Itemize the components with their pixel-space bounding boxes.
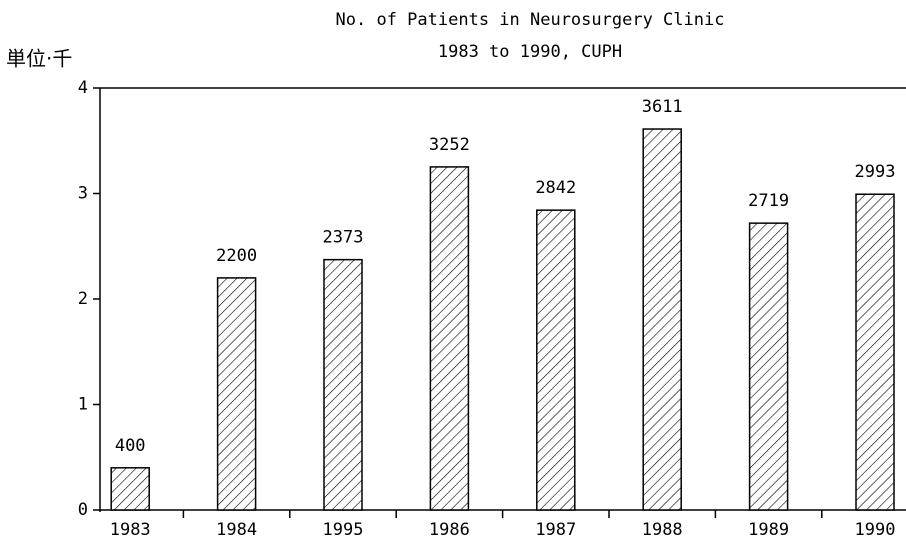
y-tick-label: 3 bbox=[78, 184, 88, 204]
x-tick-label: 1987 bbox=[535, 520, 576, 540]
chart-title: No. of Patients in Neurosurgery Clinic bbox=[336, 10, 725, 30]
y-tick-label: 0 bbox=[78, 500, 88, 520]
bar bbox=[748, 222, 789, 511]
y-tick-label: 4 bbox=[78, 78, 88, 98]
bar bbox=[323, 258, 363, 511]
y-axis-unit: 単位·千 bbox=[6, 47, 72, 71]
value-label: 2373 bbox=[323, 228, 364, 248]
x-tick-label: 1989 bbox=[748, 520, 789, 540]
value-label: 2993 bbox=[855, 162, 896, 182]
y-tick-label: 1 bbox=[78, 395, 88, 415]
chart-subtitle: 1983 to 1990, CUPH bbox=[438, 42, 622, 62]
value-label: 2200 bbox=[216, 246, 257, 266]
value-label: 3252 bbox=[429, 135, 470, 155]
value-label: 2842 bbox=[535, 178, 576, 198]
x-tick-label: 1995 bbox=[323, 520, 364, 540]
y-tick-label: 2 bbox=[78, 289, 88, 309]
x-tick-label: 1990 bbox=[855, 520, 896, 540]
bar bbox=[536, 209, 576, 511]
x-tick-label: 1988 bbox=[642, 520, 683, 540]
bar bbox=[855, 193, 895, 511]
value-label: 2719 bbox=[748, 191, 789, 211]
bar bbox=[110, 467, 150, 511]
value-label: 400 bbox=[115, 436, 146, 456]
bar bbox=[429, 166, 470, 511]
x-tick-label: 1986 bbox=[429, 520, 470, 540]
bar bbox=[216, 277, 257, 511]
x-tick-label: 1983 bbox=[110, 520, 151, 540]
bar bbox=[642, 128, 682, 511]
x-tick-label: 1984 bbox=[216, 520, 257, 540]
value-label: 3611 bbox=[642, 97, 683, 117]
